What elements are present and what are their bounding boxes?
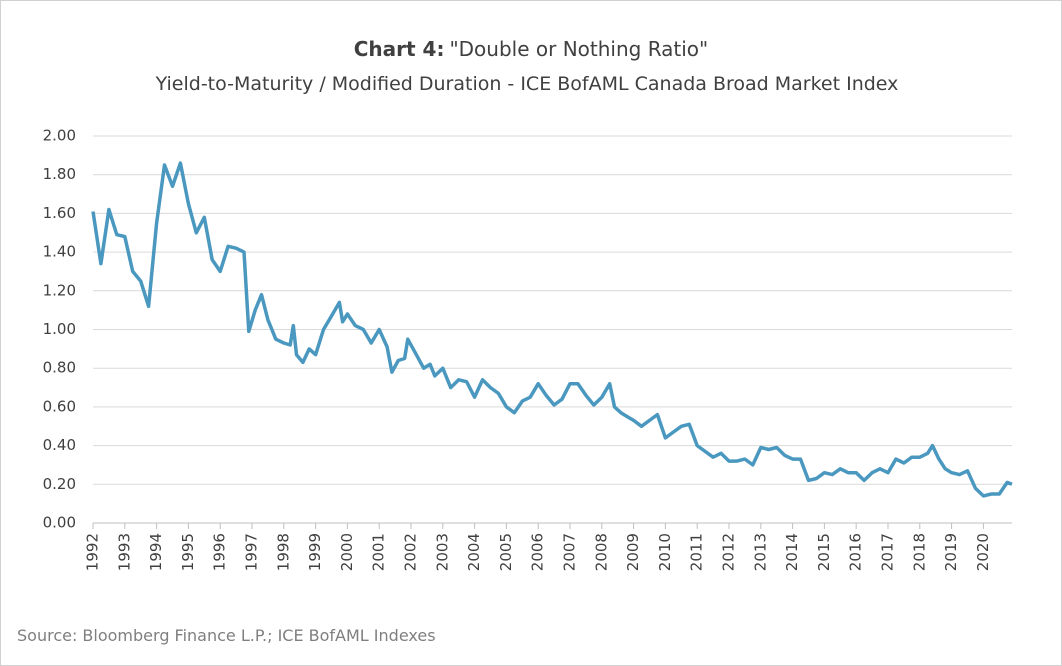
y-tick-label: 1.80: [43, 165, 76, 183]
y-tick-label: 0.40: [43, 436, 76, 454]
x-tick-label: 2009: [624, 533, 642, 571]
x-tick-label: 2006: [529, 533, 547, 571]
x-tick-label: 2015: [815, 533, 833, 571]
x-tick-label: 1994: [147, 533, 165, 571]
y-tick-label: 2.00: [43, 127, 76, 145]
x-tick-label: 1992: [84, 533, 102, 571]
x-tick-label: 2020: [974, 533, 992, 571]
x-tick-label: 1998: [274, 533, 292, 571]
x-tick-label: 1999: [306, 533, 324, 571]
x-tick-label: 2012: [719, 533, 737, 571]
y-tick-label: 1.60: [43, 204, 76, 222]
x-tick-label: 2003: [433, 533, 451, 571]
x-tick-label: 2010: [656, 533, 674, 571]
x-tick-label: 1995: [179, 533, 197, 571]
y-tick-label: 0.20: [43, 475, 76, 493]
subtitle: Yield-to-Maturity / Modified Duration - …: [155, 73, 899, 95]
x-tick-label: 1993: [115, 533, 133, 571]
y-tick-label: 1.40: [43, 243, 76, 261]
source: Source: Bloomberg Finance L.P.; ICE BofA…: [17, 626, 436, 645]
x-tick-label: 2016: [847, 533, 865, 571]
x-tick-label: 2013: [751, 533, 769, 571]
series-line: [91, 161, 1013, 498]
y-tick-label: 0.00: [43, 514, 76, 532]
x-tick-label: 2001: [370, 533, 388, 571]
x-tick-label: 1997: [242, 533, 260, 571]
title-label: Chart 4:: [354, 37, 445, 61]
x-tick-label: 2011: [688, 533, 706, 571]
x-tick-label: 2005: [497, 533, 515, 571]
x-tick-label: 2004: [465, 533, 483, 571]
x-tick-label: 2007: [560, 533, 578, 571]
x-tick-label: 2019: [942, 533, 960, 571]
chart-title: Chart 4: "Double or Nothing Ratio": [354, 37, 709, 61]
x-tick-label: 2018: [910, 533, 928, 571]
x-tick-label: 2002: [401, 533, 419, 571]
y-tick-label: 1.00: [43, 320, 76, 338]
x-tick-label: 2008: [592, 533, 610, 571]
x-tick-label: 2017: [878, 533, 896, 571]
x-tick-label: 2000: [338, 533, 356, 571]
y-tick-label: 0.80: [43, 359, 76, 377]
x-tick-label: 1996: [211, 533, 229, 571]
y-tick-label: 0.60: [43, 397, 76, 415]
y-tick-label: 1.20: [43, 281, 76, 299]
x-tick-label: 2014: [783, 533, 801, 571]
title-text: "Double or Nothing Ratio": [449, 37, 708, 61]
